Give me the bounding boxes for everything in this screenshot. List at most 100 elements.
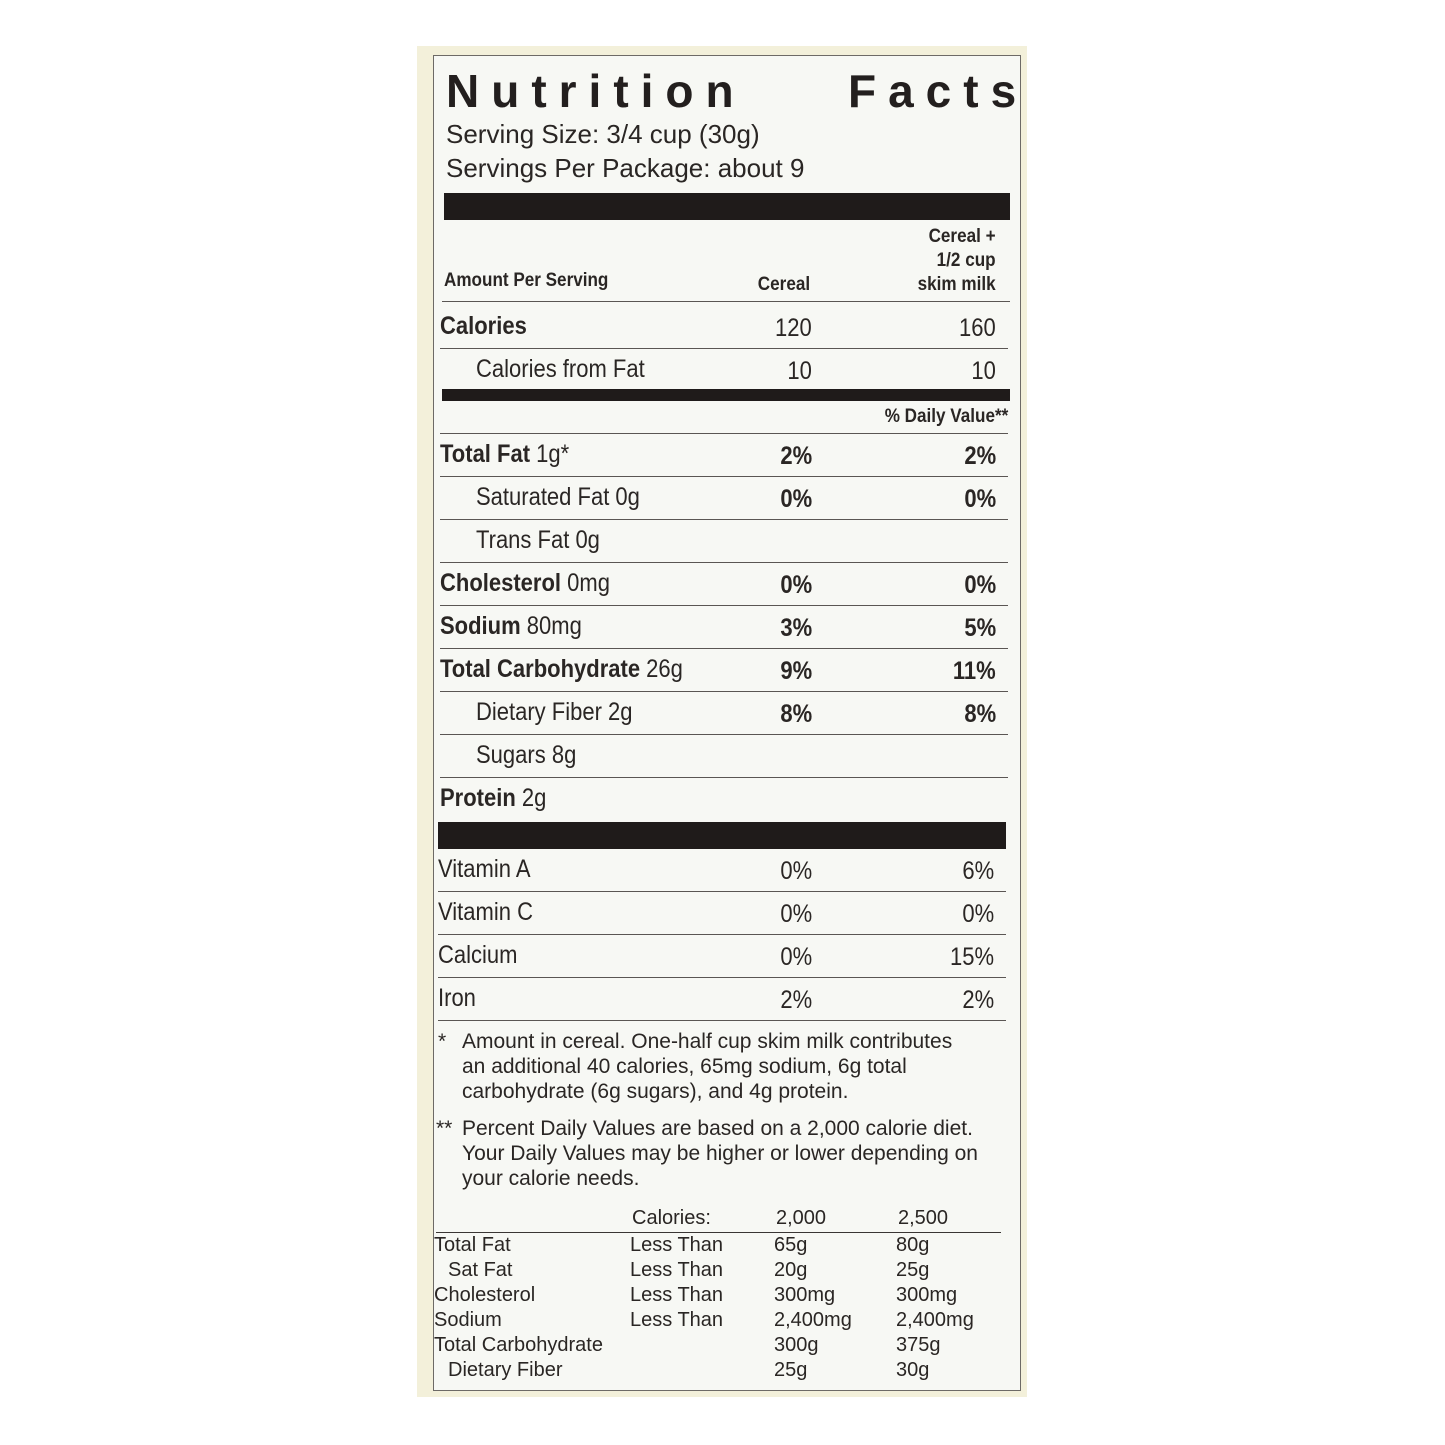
nutrient-name: Total Carbohydrate — [440, 655, 641, 683]
table-2500: 375g — [896, 1334, 941, 1356]
calories-from-fat-row: Calories from Fat 10 10 — [440, 349, 1008, 392]
header-line: skim milk — [918, 274, 996, 295]
cereal-column-header: Cereal — [757, 274, 810, 295]
table-qualifier: Less Than — [630, 1234, 724, 1256]
nutrient-name: Trans Fat — [476, 526, 570, 554]
nutrient-amount: 0g — [575, 526, 600, 554]
nutrient-row: Sodium 80mg 3% 5% — [440, 606, 1008, 649]
header-line: 1/2 cup — [937, 250, 996, 271]
table-2000: 25g — [774, 1359, 808, 1381]
footnote-mark: ** — [436, 1117, 453, 1140]
nutrient-label: Total Carbohydrate 26g — [440, 655, 683, 684]
nutrition-facts-label: Nutrition Facts Serving Size: 3/4 cup (3… — [433, 55, 1021, 1391]
cereal-milk-column-header: Cereal + 1/2 cup skim milk — [918, 225, 996, 297]
calories-label: Calories — [440, 312, 527, 340]
nutrient-label: Sodium 80mg — [440, 612, 582, 641]
vitamin-row: Vitamin C 0% 0% — [438, 892, 1006, 935]
nutrient-with-milk-dv: 0% — [964, 485, 996, 513]
table-header-2500: 2,500 — [898, 1207, 949, 1229]
nutrient-name: Total Fat — [440, 440, 531, 468]
calories-row: Calories 120 160 — [440, 306, 1008, 349]
table-2500: 300mg — [896, 1284, 958, 1306]
table-2500: 30g — [896, 1359, 930, 1381]
nutrient-row: Total Fat 1g* 2% 2% — [440, 434, 1008, 477]
nutrient-label: Dietary Fiber 2g — [476, 698, 633, 727]
serving-size: Serving Size: 3/4 cup (30g) — [446, 119, 760, 149]
title-word-nutrition: Nutrition — [446, 65, 746, 117]
nutrient-row: Cholesterol 0mg 0% 0% — [440, 563, 1008, 606]
footnote-line: Amount in cereal. One-half cup skim milk… — [462, 1030, 953, 1053]
vitamin-cereal-dv: 2% — [780, 986, 812, 1014]
nutrient-amount: 0g — [615, 483, 640, 511]
vitamin-cereal-dv: 0% — [780, 857, 812, 885]
nutrient-name: Saturated Fat — [476, 483, 610, 511]
nutrient-with-milk-dv: 5% — [964, 614, 996, 642]
nutrient-label: Cholesterol 0mg — [440, 569, 610, 598]
nutrient-with-milk-dv: 2% — [964, 442, 996, 470]
daily-value-header: % Daily Value** — [884, 406, 1008, 427]
nutrient-label: Saturated Fat 0g — [476, 483, 640, 512]
footnote-line: your calorie needs. — [462, 1167, 640, 1190]
table-nutrient: Dietary Fiber — [448, 1359, 563, 1381]
vitamin-with-milk-dv: 0% — [962, 900, 994, 928]
calories-with-milk: 160 — [959, 314, 996, 342]
nutrient-row: Total Carbohydrate 26g 9% 11% — [440, 649, 1008, 692]
nutrient-label: Sugars 8g — [476, 741, 576, 770]
nutrient-row: Protein 2g — [440, 778, 1008, 821]
nutrient-amount: 2g — [608, 698, 633, 726]
nutrient-amount: 0mg — [567, 569, 610, 597]
header-line: Cereal + — [928, 226, 996, 247]
vitamin-name: Calcium — [438, 941, 518, 969]
nutrient-amount: 26g — [646, 655, 683, 683]
servings-per-package: Servings Per Package: about 9 — [446, 153, 805, 183]
thick-divider — [442, 389, 1010, 401]
calories-from-fat-cereal: 10 — [787, 357, 812, 385]
nutrient-amount: 2g — [521, 784, 547, 812]
table-nutrient: Sodium — [434, 1309, 502, 1331]
table-nutrient: Cholesterol — [434, 1284, 536, 1306]
vitamin-with-milk-dv: 6% — [962, 857, 994, 885]
nutrient-cereal-dv: 9% — [780, 657, 812, 685]
nutrient-cereal-dv: 3% — [780, 614, 812, 642]
amount-per-serving-header: Amount Per Serving — [444, 270, 609, 291]
vitamin-with-milk-dv: 2% — [962, 986, 994, 1014]
thick-divider — [438, 822, 1006, 849]
table-row: Cholesterol Less Than 300mg 300mg — [434, 1283, 1004, 1308]
nutrient-row: Trans Fat 0g — [440, 520, 1008, 563]
vitamin-name: Vitamin C — [438, 898, 533, 926]
nutrient-name: Cholesterol — [440, 569, 562, 597]
daily-value-header-row: % Daily Value** — [440, 401, 1008, 434]
label-title: Nutrition Facts — [446, 64, 1016, 118]
vitamin-name: Iron — [438, 984, 476, 1012]
nutrient-amount: 1g* — [536, 440, 570, 468]
nutrient-label: Total Fat 1g* — [440, 440, 569, 469]
footnote-line: carbohydrate (6g sugars), and 4g protein… — [462, 1080, 849, 1103]
table-2000: 2,400mg — [774, 1309, 852, 1331]
nutrient-with-milk-dv: 11% — [953, 657, 996, 685]
nutrient-name: Sodium — [440, 612, 521, 640]
table-header-2000: 2,000 — [776, 1207, 827, 1229]
table-qualifier: Less Than — [630, 1309, 724, 1331]
nutrient-name: Dietary Fiber — [476, 698, 602, 726]
nutrient-cereal-dv: 0% — [780, 571, 812, 599]
nutrient-cereal-dv: 0% — [780, 485, 812, 513]
table-header: Calories: 2,000 2,500 — [436, 1206, 1001, 1233]
table-nutrient: Total Carbohydrate — [434, 1334, 603, 1356]
table-2500: 25g — [896, 1259, 930, 1281]
vitamin-name: Vitamin A — [438, 855, 531, 883]
table-2500: 2,400mg — [896, 1309, 974, 1331]
nutrient-cereal-dv: 2% — [780, 442, 812, 470]
table-nutrient: Sat Fat — [448, 1259, 513, 1281]
daily-value-table: Calories: 2,000 2,500 Total Fat Less Than… — [434, 1206, 1004, 1383]
table-2000: 300g — [774, 1334, 819, 1356]
vitamin-cereal-dv: 0% — [780, 943, 812, 971]
table-qualifier: Less Than — [630, 1284, 724, 1306]
table-row: Dietary Fiber 25g 30g — [434, 1358, 1004, 1383]
footnote-line: an additional 40 calories, 65mg sodium, … — [462, 1055, 907, 1078]
table-row: Sodium Less Than 2,400mg 2,400mg — [434, 1308, 1004, 1333]
vitamin-row: Vitamin A 0% 6% — [438, 849, 1006, 892]
footnote-mark: * — [438, 1030, 447, 1053]
table-2000: 65g — [774, 1234, 808, 1256]
table-qualifier: Less Than — [630, 1259, 724, 1281]
table-row: Total Carbohydrate 300g 375g — [434, 1333, 1004, 1358]
